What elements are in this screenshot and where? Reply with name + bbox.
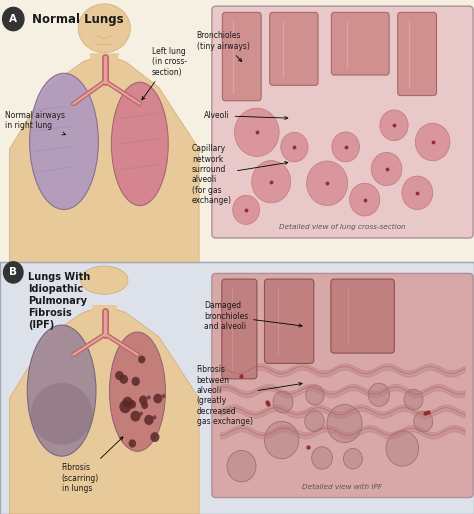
Circle shape (327, 405, 362, 443)
Circle shape (343, 448, 362, 469)
Circle shape (128, 439, 136, 448)
Circle shape (306, 385, 324, 405)
FancyBboxPatch shape (212, 273, 473, 498)
Circle shape (402, 176, 433, 210)
Circle shape (162, 394, 165, 398)
Text: Detailed view with IPF: Detailed view with IPF (302, 484, 383, 490)
Circle shape (119, 375, 128, 384)
Circle shape (128, 400, 136, 409)
FancyBboxPatch shape (264, 279, 314, 363)
Circle shape (227, 450, 256, 482)
Text: Lungs With
Idiopathic
Pulmonary
Fibrosis
(IPF): Lungs With Idiopathic Pulmonary Fibrosis… (28, 272, 91, 331)
Text: Alveoli: Alveoli (204, 111, 288, 120)
Polygon shape (90, 54, 118, 65)
Circle shape (154, 394, 163, 403)
Circle shape (122, 397, 133, 408)
Text: B: B (9, 267, 17, 278)
Circle shape (150, 432, 159, 442)
Circle shape (404, 389, 423, 410)
Ellipse shape (30, 73, 98, 210)
Circle shape (115, 371, 124, 380)
PathPatch shape (9, 306, 199, 514)
FancyBboxPatch shape (0, 262, 474, 514)
FancyBboxPatch shape (222, 12, 261, 101)
FancyBboxPatch shape (222, 279, 257, 379)
Circle shape (264, 421, 299, 458)
Circle shape (349, 183, 380, 216)
Circle shape (131, 377, 140, 386)
PathPatch shape (9, 54, 199, 262)
Circle shape (386, 431, 419, 466)
Circle shape (147, 395, 151, 399)
Circle shape (368, 383, 390, 407)
FancyBboxPatch shape (270, 12, 318, 85)
Circle shape (307, 161, 347, 206)
Circle shape (2, 7, 25, 31)
Text: A: A (9, 14, 17, 24)
Circle shape (130, 411, 140, 421)
Text: Normal Lungs: Normal Lungs (32, 12, 124, 26)
Circle shape (414, 411, 433, 432)
FancyBboxPatch shape (398, 12, 437, 96)
Circle shape (139, 412, 143, 416)
Circle shape (305, 411, 324, 432)
FancyBboxPatch shape (0, 0, 474, 262)
Circle shape (380, 110, 408, 141)
Ellipse shape (109, 332, 165, 451)
Ellipse shape (111, 82, 168, 206)
Circle shape (415, 123, 450, 161)
Circle shape (332, 132, 359, 162)
Circle shape (144, 415, 154, 425)
Text: Fibrosis
between
alveoli
(greatly
decreased
gas exchange): Fibrosis between alveoli (greatly decrea… (197, 365, 302, 426)
Circle shape (233, 195, 260, 225)
Circle shape (153, 415, 156, 419)
Text: Fibrosis
(scarring)
in lungs: Fibrosis (scarring) in lungs (62, 437, 123, 493)
Circle shape (273, 391, 293, 413)
Circle shape (138, 356, 146, 363)
Text: Damaged
bronchioles
and alveoli: Damaged bronchioles and alveoli (204, 301, 302, 331)
Circle shape (252, 160, 291, 203)
Circle shape (281, 132, 308, 162)
Circle shape (129, 402, 133, 406)
Text: Normal airways
in right lung: Normal airways in right lung (5, 111, 65, 135)
Text: Left lung
(in cross-
section): Left lung (in cross- section) (142, 47, 187, 100)
FancyBboxPatch shape (331, 279, 394, 353)
Polygon shape (92, 306, 116, 315)
Text: Detailed view of lung cross-section: Detailed view of lung cross-section (279, 224, 406, 230)
Ellipse shape (27, 325, 96, 456)
Circle shape (139, 395, 147, 405)
Ellipse shape (31, 383, 92, 445)
FancyBboxPatch shape (212, 6, 473, 238)
FancyBboxPatch shape (331, 12, 389, 75)
Ellipse shape (78, 4, 130, 53)
Circle shape (235, 108, 279, 156)
Ellipse shape (81, 266, 128, 294)
Circle shape (141, 401, 148, 409)
Circle shape (119, 400, 131, 413)
Circle shape (3, 261, 24, 284)
Circle shape (371, 153, 402, 186)
Circle shape (312, 447, 332, 469)
Text: Bronchioles
(tiny airways): Bronchioles (tiny airways) (197, 31, 250, 62)
Text: Capillary
network
surround
alveoli
(for gas
exchange): Capillary network surround alveoli (for … (192, 144, 288, 205)
